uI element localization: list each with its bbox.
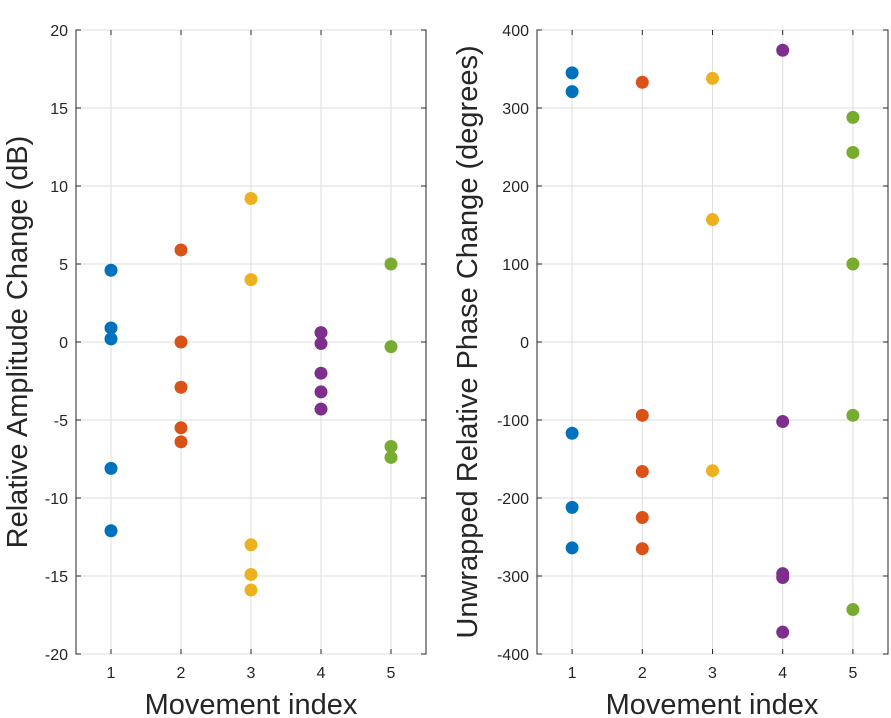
amplitude-point-movement-1 — [104, 332, 118, 346]
phase-y-tick-label: 300 — [502, 101, 529, 118]
phase-point-movement-1 — [565, 500, 579, 514]
phase-x-tick-label: 1 — [568, 665, 577, 682]
amplitude-point-movement-5 — [384, 450, 398, 464]
phase-point-movement-2 — [635, 464, 649, 478]
phase-point-movement-5 — [846, 603, 860, 617]
amplitude-point-movement-3 — [244, 538, 258, 552]
amplitude-y-tick-label: -10 — [45, 491, 68, 508]
phase-point-movement-3 — [706, 213, 719, 227]
amplitude-point-movement-1 — [104, 461, 118, 475]
amplitude-point-movement-1 — [104, 321, 118, 335]
phase-x-tick-label: 3 — [708, 665, 717, 682]
phase-point-movement-5 — [846, 110, 860, 124]
amplitude-x-axis-label: Movement index — [145, 689, 358, 718]
phase-point-movement-4 — [776, 43, 790, 57]
phase-x-tick-label: 5 — [848, 665, 857, 682]
amplitude-point-movement-4 — [314, 402, 328, 416]
amplitude-point-movement-2 — [174, 335, 188, 349]
amplitude-y-tick-label: -20 — [45, 647, 68, 664]
amplitude-y-tick-label: -15 — [45, 569, 68, 586]
amplitude-point-movement-3 — [244, 191, 258, 205]
phase-y-tick-label: 400 — [502, 23, 529, 40]
amplitude-point-movement-3 — [244, 273, 258, 287]
phase-y-tick-label: 100 — [502, 257, 529, 274]
phase-point-movement-4 — [776, 415, 790, 429]
phase-point-movement-2 — [635, 75, 649, 89]
phase-point-movement-5 — [846, 257, 860, 271]
phase-points — [565, 43, 860, 639]
amplitude-point-movement-2 — [174, 421, 188, 435]
phase-y-tick-label: 200 — [502, 179, 529, 196]
phase-point-movement-2 — [635, 542, 649, 556]
amplitude-point-movement-5 — [384, 440, 398, 454]
phase-x-tick-label: 4 — [778, 665, 787, 682]
phase-point-movement-1 — [565, 66, 579, 80]
phase-point-movement-3 — [706, 464, 719, 478]
phase-y-tick-label: -400 — [497, 647, 529, 664]
phase-point-movement-5 — [846, 145, 860, 159]
phase-point-movement-2 — [635, 511, 649, 524]
phase-point-movement-5 — [846, 408, 860, 422]
amplitude-y-tick-label: 20 — [50, 23, 68, 40]
amplitude-y-tick-label: 15 — [50, 101, 68, 118]
phase-y-tick-label: 0 — [520, 335, 529, 352]
amplitude-point-movement-5 — [384, 340, 398, 354]
amplitude-point-movement-2 — [174, 380, 188, 394]
amplitude-x-tick-label: 1 — [107, 665, 116, 682]
phase-point-movement-1 — [565, 426, 579, 440]
amplitude-point-movement-4 — [314, 337, 328, 351]
phase-point-movement-1 — [565, 85, 579, 99]
amplitude-point-movement-1 — [104, 524, 118, 538]
amplitude-point-movement-3 — [244, 567, 258, 581]
amplitude-x-tick-label: 5 — [387, 665, 396, 682]
phase-point-movement-4 — [776, 625, 790, 639]
amplitude-point-movement-2 — [174, 435, 188, 449]
amplitude-x-tick-label: 2 — [177, 665, 186, 682]
phase-panel: 1 2 3 4 5 -400 -300 -200 -100 0 100 200 300 400 Movem… — [452, 23, 889, 718]
amplitude-x-tick-label: 4 — [317, 665, 326, 682]
amplitude-point-movement-4 — [314, 366, 328, 380]
amplitude-point-movement-4 — [314, 385, 328, 399]
phase-point-movement-3 — [706, 71, 719, 85]
phase-point-movement-2 — [635, 408, 649, 422]
amplitude-point-movement-2 — [174, 243, 188, 257]
amplitude-x-tick-label: 3 — [247, 665, 256, 682]
amplitude-y-tick-label: 5 — [59, 257, 68, 274]
phase-point-movement-1 — [565, 541, 579, 555]
amplitude-y-tick-label: -5 — [54, 413, 68, 430]
phase-x-tick-label: 2 — [638, 665, 647, 682]
phase-ticks: 1 2 3 4 5 -400 -300 -200 -100 0 100 200 300 400 — [497, 23, 888, 682]
amplitude-point-movement-5 — [384, 257, 398, 271]
phase-x-axis-label: Movement index — [606, 689, 819, 718]
phase-point-movement-4 — [776, 571, 790, 585]
phase-y-tick-label: -200 — [497, 491, 529, 508]
amplitude-y-tick-label: 10 — [50, 179, 68, 196]
phase-y-tick-label: -100 — [497, 413, 529, 430]
amplitude-y-tick-label: 0 — [59, 335, 68, 352]
phase-y-tick-label: -300 — [497, 569, 529, 586]
amplitude-y-axis-label: Relative Amplitude Change (dB) — [2, 136, 34, 549]
phase-y-axis-label: Unwrapped Relative Phase Change (degrees… — [452, 45, 484, 638]
amplitude-point-movement-3 — [244, 583, 258, 597]
amplitude-grid — [76, 29, 426, 655]
amplitude-ticks: 1 2 3 4 5 -20 -15 -10 -5 0 5 10 15 20 — [45, 23, 426, 682]
amplitude-point-movement-4 — [314, 326, 328, 340]
amplitude-points — [104, 191, 398, 597]
amplitude-point-movement-1 — [104, 263, 118, 277]
